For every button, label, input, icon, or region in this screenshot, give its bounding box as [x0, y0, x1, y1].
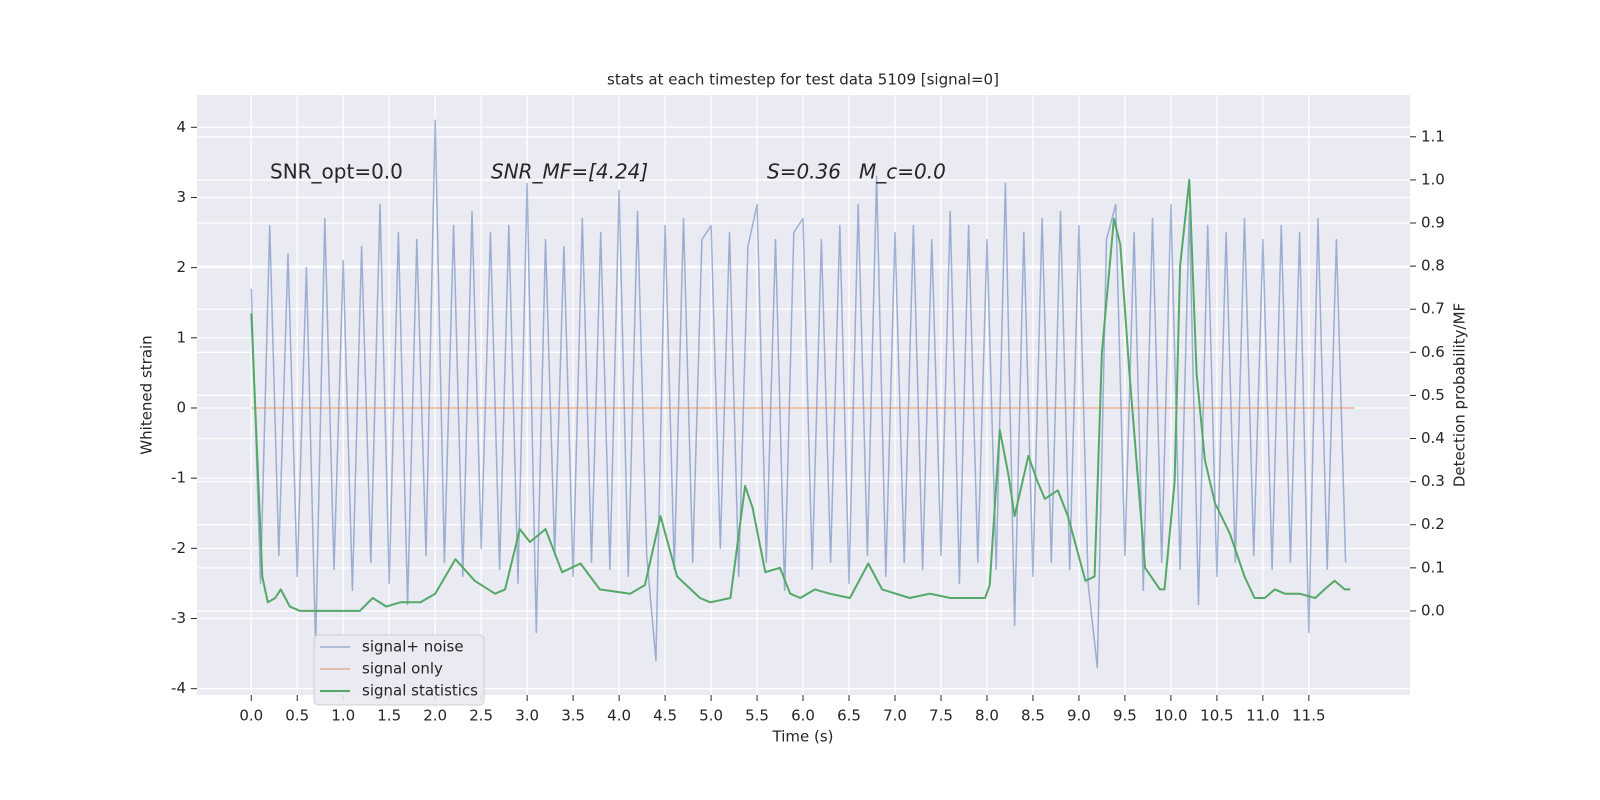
x-tick-label: 3.0 [515, 707, 539, 725]
y2-tick-label: 0.2 [1421, 515, 1445, 533]
annotation: M_c=0.0 [859, 160, 946, 184]
x-tick-label: 1.5 [377, 707, 401, 725]
y2-tick-label: 0.8 [1421, 257, 1445, 275]
x-tick-label: 10.5 [1200, 707, 1233, 725]
x-tick-label: 6.0 [791, 707, 815, 725]
legend-label: signal statistics [362, 682, 478, 700]
y2-tick-label: 1.1 [1421, 127, 1445, 145]
x-tick-label: 2.0 [423, 707, 447, 725]
x-tick-label: 5.0 [699, 707, 723, 725]
x-tick-label: 8.5 [1021, 707, 1045, 725]
y-axis-label: Whitened strain [138, 335, 156, 454]
x-tick-label: 5.5 [745, 707, 769, 725]
y2-tick-label: 0.6 [1421, 343, 1445, 361]
x-tick-label: 2.5 [469, 707, 493, 725]
y2-axis-label: Detection probability/MF [1451, 303, 1469, 487]
x-tick-label: 1.0 [331, 707, 355, 725]
x-tick-label: 0.5 [285, 707, 309, 725]
y2-tick-label: 0.0 [1421, 601, 1445, 619]
x-tick-label: 11.0 [1246, 707, 1279, 725]
y-tick-label: -1 [171, 469, 186, 487]
y2-tick-label: 1.0 [1421, 170, 1445, 188]
x-tick-label: 7.5 [929, 707, 953, 725]
annotation: SNR_MF=[4.24] [491, 160, 648, 184]
y2-tick-label: 0.9 [1421, 214, 1445, 232]
legend-label: signal only [362, 660, 443, 678]
x-axis-label: Time (s) [772, 728, 834, 746]
y-tick-label: -2 [171, 539, 186, 557]
x-tick-label: 8.0 [975, 707, 999, 725]
x-tick-label: 9.0 [1067, 707, 1091, 725]
y-tick-label: -4 [171, 679, 186, 697]
annotation: SNR_opt=0.0 [270, 160, 403, 184]
y-tick-label: 1 [176, 328, 186, 346]
y2-tick-label: 0.4 [1421, 429, 1445, 447]
x-tick-label: 4.5 [653, 707, 677, 725]
chart-title: stats at each timestep for test data 510… [607, 71, 999, 89]
x-tick-label: 3.5 [561, 707, 585, 725]
legend-label: signal+ noise [362, 638, 464, 656]
y-tick-label: 3 [176, 188, 186, 206]
y2-tick-label: 0.5 [1421, 386, 1445, 404]
y-tick-label: -3 [171, 609, 186, 627]
series-line [250, 119, 1347, 669]
x-tick-label: 4.0 [607, 707, 631, 725]
series-line [250, 178, 1351, 612]
y-tick-label: 0 [176, 398, 186, 416]
x-tick-label: 9.5 [1113, 707, 1137, 725]
x-tick-label: 6.5 [837, 707, 861, 725]
y2-tick-label: 0.1 [1421, 558, 1445, 576]
annotation: S=0.36 [767, 160, 841, 184]
x-tick-label: 10.0 [1154, 707, 1187, 725]
y2-tick-label: 0.3 [1421, 472, 1445, 490]
y-tick-label: 4 [176, 118, 186, 136]
legend-box [313, 634, 485, 706]
y2-tick-label: 0.7 [1421, 300, 1445, 318]
x-tick-label: 7.0 [883, 707, 907, 725]
x-tick-label: 0.0 [239, 707, 263, 725]
x-tick-label: 11.5 [1292, 707, 1325, 725]
y-tick-label: 2 [176, 258, 186, 276]
